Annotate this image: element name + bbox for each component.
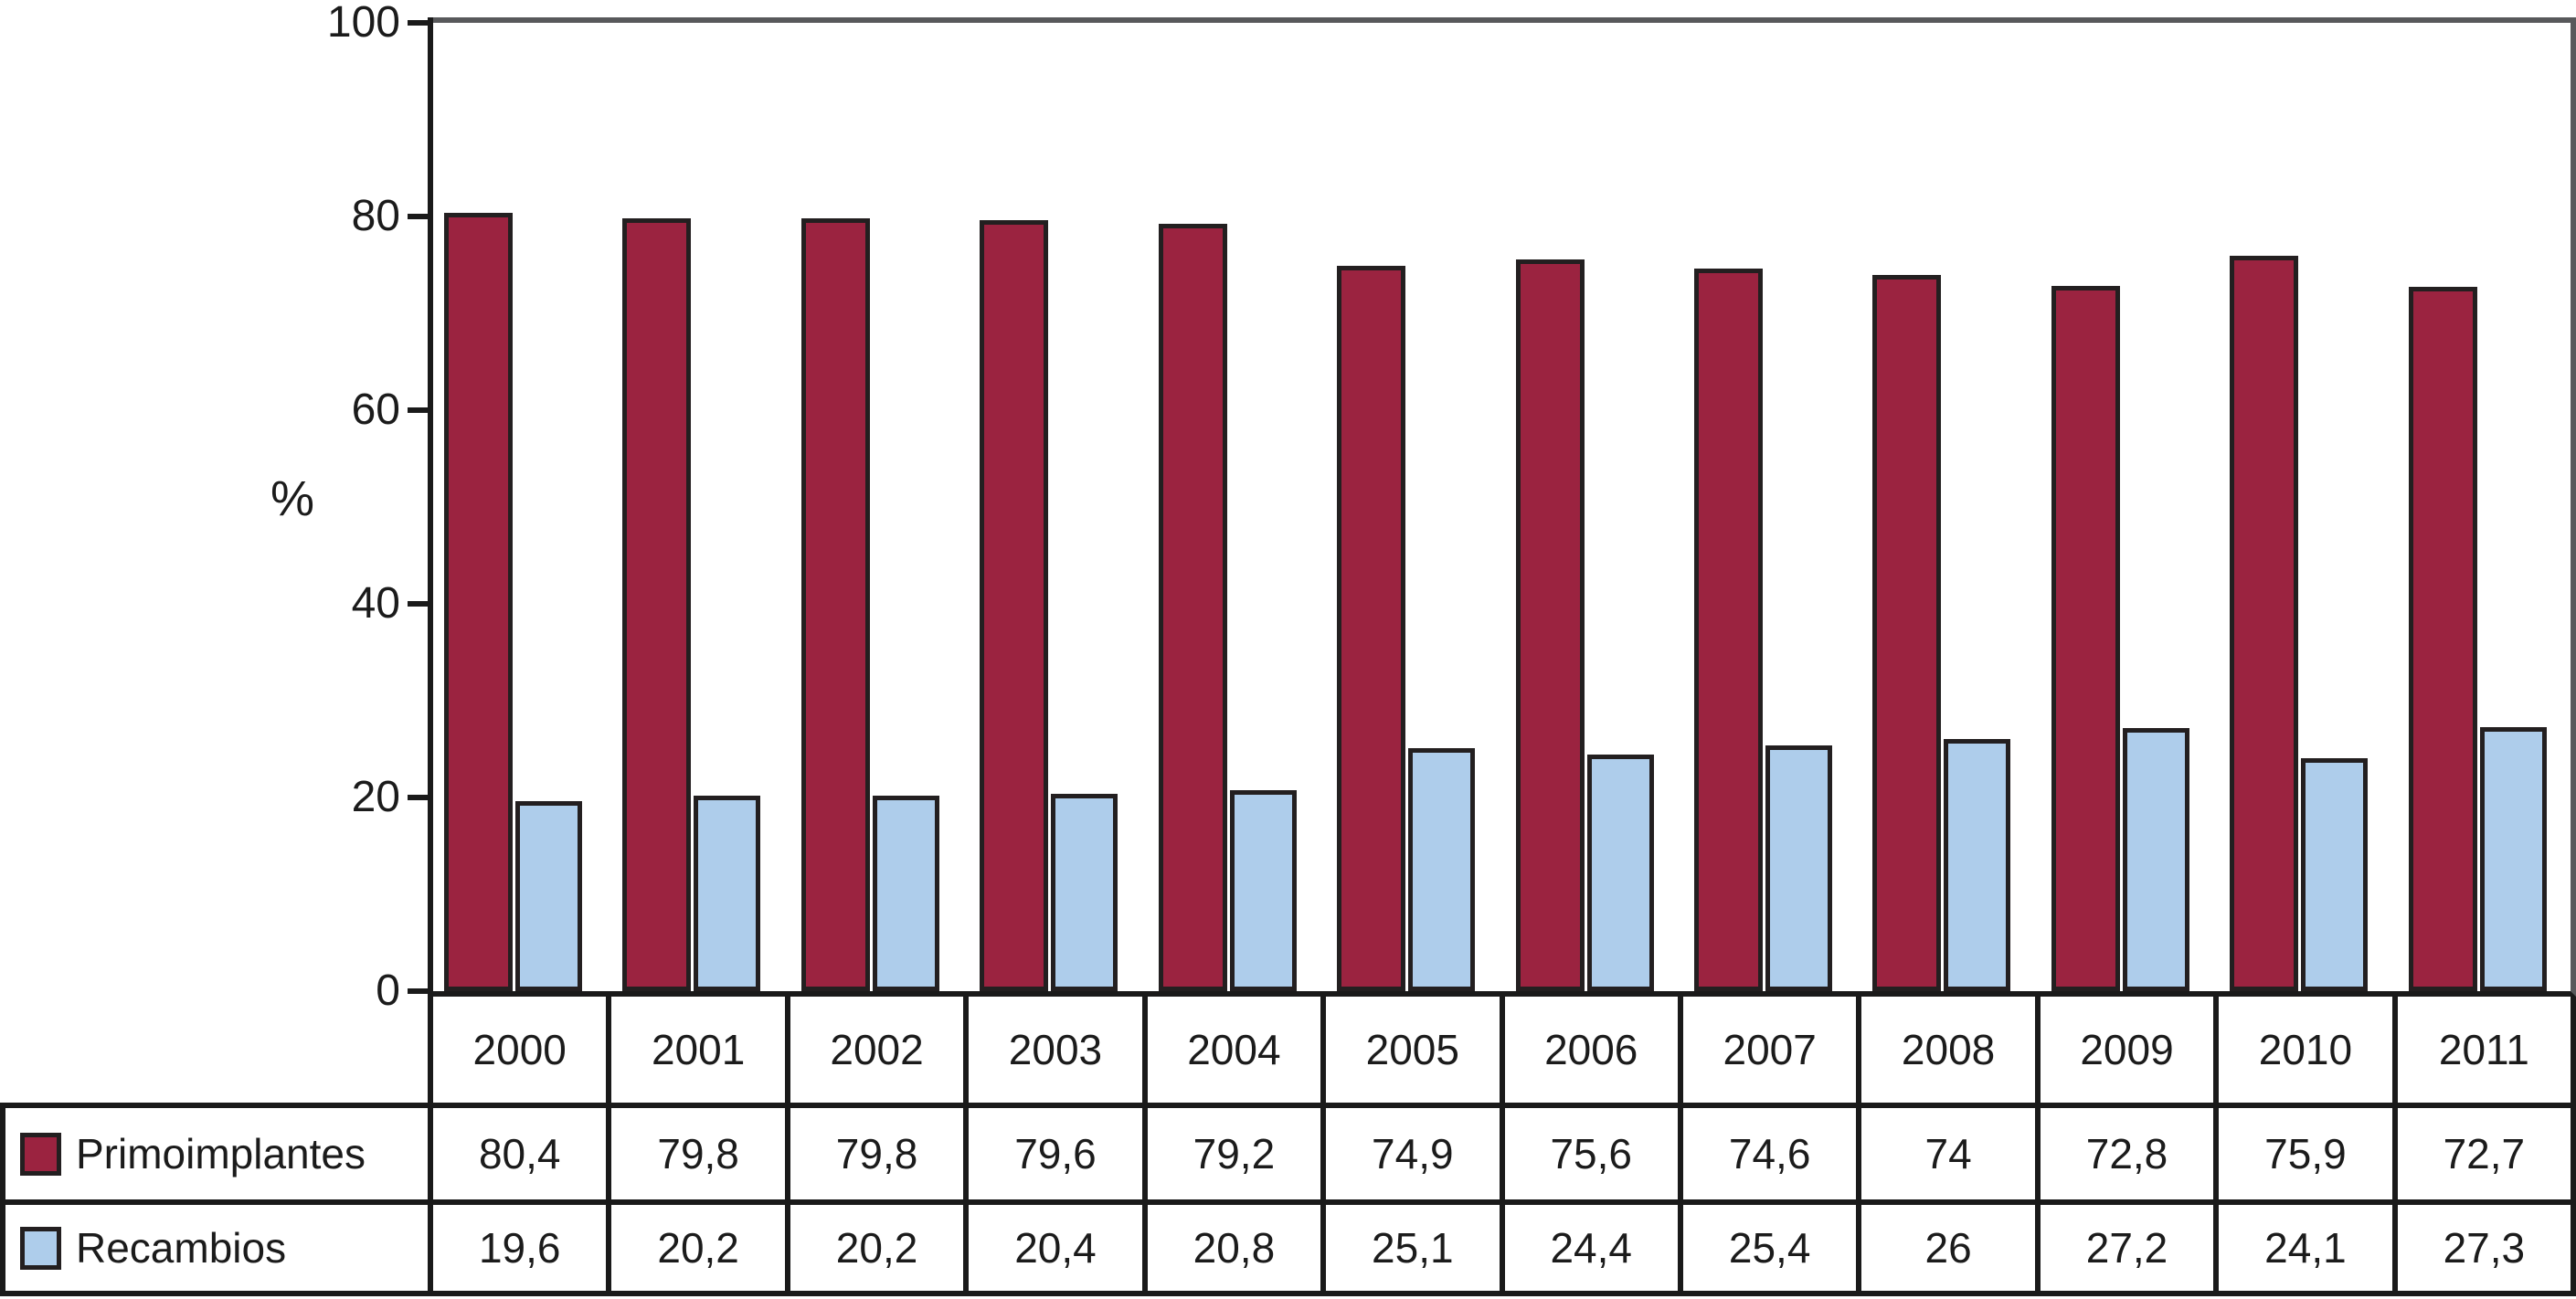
- y-tick-0: [408, 988, 428, 994]
- value-cell-primoimplantes-2006: 75,6: [1499, 1108, 1678, 1199]
- year-column-2011: [2392, 23, 2571, 991]
- bar-primoimplantes-2010: [2230, 256, 2299, 991]
- value-cell-primoimplantes-2011: 72,7: [2391, 1108, 2571, 1199]
- bar-recambios-2007: [1765, 745, 1832, 991]
- y-tick-label-40: 40: [351, 579, 400, 628]
- value-cell-recambios-2007: 25,4: [1677, 1205, 1856, 1291]
- plot-area: [428, 17, 2576, 997]
- bar-recambios-2004: [1229, 789, 1297, 991]
- y-tick-60: [408, 407, 428, 413]
- bar-primoimplantes-2008: [1872, 274, 1942, 991]
- value-cell-primoimplantes-2000: 80,4: [428, 1108, 606, 1199]
- bar-primoimplantes-2007: [1693, 269, 1763, 991]
- bar-recambios-2010: [2301, 757, 2369, 991]
- bar-primoimplantes-2002: [800, 218, 870, 991]
- bar-recambios-2009: [2122, 727, 2189, 991]
- bar-columns: [428, 23, 2571, 991]
- value-cell-recambios-2010: 24,1: [2213, 1205, 2391, 1291]
- value-cell-primoimplantes-2009: 72,8: [2034, 1108, 2213, 1199]
- bar-primoimplantes-2005: [1337, 266, 1406, 991]
- value-cell-recambios-2011: 27,3: [2391, 1205, 2571, 1291]
- bar-recambios-2005: [1408, 747, 1476, 991]
- value-cell-recambios-2005: 25,1: [1320, 1205, 1499, 1291]
- y-tick-label-0: 0: [376, 966, 400, 1015]
- year-column-2000: [428, 23, 606, 991]
- value-cell-recambios-2000: 19,6: [428, 1205, 606, 1291]
- year-cell-2004: 2004: [1141, 997, 1320, 1103]
- value-cell-primoimplantes-2001: 79,8: [606, 1108, 784, 1199]
- bar-primoimplantes-2001: [622, 218, 692, 991]
- legend-item-recambios: Recambios: [5, 1205, 428, 1291]
- y-tick-label-60: 60: [351, 385, 400, 434]
- y-tick-label-80: 80: [351, 192, 400, 240]
- value-cell-primoimplantes-2003: 79,6: [963, 1108, 1141, 1199]
- value-cell-recambios-2004: 20,8: [1141, 1205, 1320, 1291]
- y-axis: [428, 17, 433, 997]
- legend-swatch-primoimplantes-icon: [20, 1132, 61, 1176]
- value-cell-recambios-2008: 26: [1856, 1205, 2034, 1291]
- year-cell-2007: 2007: [1677, 997, 1856, 1103]
- value-cell-recambios-2002: 20,2: [784, 1205, 963, 1291]
- year-column-2001: [606, 23, 784, 991]
- y-tick-20: [408, 795, 428, 800]
- bar-primoimplantes-2009: [2051, 286, 2120, 991]
- year-cell-2002: 2002: [784, 997, 963, 1103]
- value-cell-primoimplantes-2007: 74,6: [1677, 1108, 1856, 1199]
- year-column-2002: [785, 23, 963, 991]
- y-tick-label-20: 20: [351, 773, 400, 821]
- year-column-2007: [1678, 23, 1856, 991]
- value-cell-primoimplantes-2002: 79,8: [784, 1108, 963, 1199]
- table-years-spacer: [0, 997, 428, 1103]
- bar-recambios-2008: [1944, 739, 2011, 991]
- value-cell-recambios-2009: 27,2: [2034, 1205, 2213, 1291]
- year-cell-2003: 2003: [963, 997, 1141, 1103]
- value-cell-recambios-2006: 24,4: [1499, 1205, 1678, 1291]
- year-cell-2009: 2009: [2034, 997, 2213, 1103]
- year-cell-2008: 2008: [1856, 997, 2034, 1103]
- year-column-2010: [2213, 23, 2391, 991]
- y-tick-label-100: 100: [326, 0, 400, 47]
- bar-primoimplantes-2003: [980, 220, 1049, 991]
- bar-recambios-2002: [872, 795, 939, 991]
- bar-recambios-2006: [1586, 755, 1654, 991]
- year-column-2003: [963, 23, 1141, 991]
- bar-primoimplantes-2004: [1158, 224, 1227, 991]
- year-column-2008: [1856, 23, 2034, 991]
- legend-label-recambios: Recambios: [76, 1224, 287, 1272]
- bar-recambios-2000: [515, 801, 582, 991]
- value-cell-primoimplantes-2004: 79,2: [1141, 1108, 1320, 1199]
- bar-primoimplantes-2006: [1515, 259, 1585, 991]
- y-axis-label: %: [270, 471, 314, 526]
- legend-item-primoimplantes: Primoimplantes: [5, 1108, 428, 1199]
- bar-recambios-2011: [2479, 726, 2547, 991]
- year-column-2004: [1142, 23, 1320, 991]
- value-cell-recambios-2003: 20,4: [963, 1205, 1141, 1291]
- bar-primoimplantes-2011: [2408, 287, 2477, 991]
- legend-swatch-recambios-icon: [20, 1226, 61, 1270]
- year-column-2009: [2035, 23, 2213, 991]
- table-row-primoimplantes: Primoimplantes 80,4 79,8 79,8 79,6 79,2 74,9 7…: [0, 1103, 2576, 1205]
- year-column-2005: [1320, 23, 1499, 991]
- value-cell-primoimplantes-2008: 74: [1856, 1108, 2034, 1199]
- value-cell-primoimplantes-2010: 75,9: [2213, 1108, 2391, 1199]
- y-tick-80: [408, 214, 428, 219]
- year-column-2006: [1500, 23, 1678, 991]
- y-tick-40: [408, 601, 428, 607]
- value-cell-primoimplantes-2005: 74,9: [1320, 1108, 1499, 1199]
- y-tick-100: [408, 20, 428, 26]
- year-cell-2005: 2005: [1320, 997, 1499, 1103]
- year-cell-2000: 2000: [428, 997, 606, 1103]
- table-row-recambios: Recambios 19,6 20,2 20,2 20,4 20,8 25,1 24,4 25…: [0, 1205, 2576, 1296]
- year-cell-2001: 2001: [606, 997, 784, 1103]
- legend-label-primoimplantes: Primoimplantes: [76, 1130, 366, 1178]
- year-cell-2006: 2006: [1499, 997, 1678, 1103]
- year-cell-2011: 2011: [2391, 997, 2576, 1103]
- bar-recambios-2003: [1051, 793, 1118, 991]
- bar-recambios-2001: [694, 795, 761, 991]
- bar-primoimplantes-2000: [444, 212, 513, 991]
- year-cell-2010: 2010: [2213, 997, 2391, 1103]
- value-cell-recambios-2001: 20,2: [606, 1205, 784, 1291]
- table-row-years: 2000 2001 2002 2003 2004 2005 2006 2007 2008 2009…: [0, 997, 2576, 1103]
